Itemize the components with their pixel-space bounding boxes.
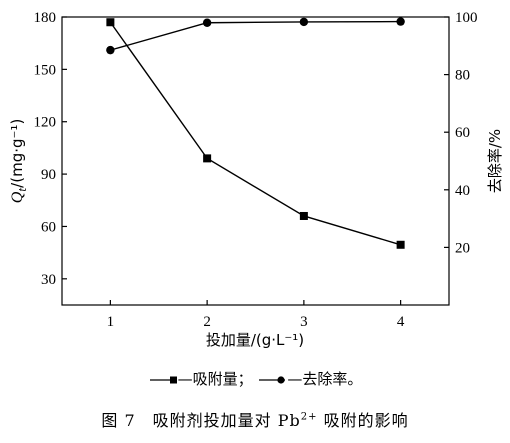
left-axis-title-sub: t: [18, 187, 29, 192]
series-layer: [106, 17, 405, 249]
left-tick-label: 30: [41, 272, 56, 288]
x-tick-label: 3: [300, 314, 308, 330]
series-line-removal: [110, 20, 401, 51]
series-line-adsorption: [109, 21, 401, 246]
legend-square-symbol: [149, 376, 177, 383]
left-tick-label: 90: [41, 167, 56, 183]
chart: 30 60 90 120 150 180 20 40 60 80 100 1 2 3 4 Qt/(mg·…: [8, 10, 504, 349]
x-tick-label: 2: [203, 314, 211, 330]
adsorption-point: [299, 211, 308, 220]
adsorption-point: [203, 154, 212, 163]
right-axis-title: 去除率/%: [486, 129, 504, 193]
x-axis-ticks: 1 2 3 4: [107, 300, 405, 330]
left-axis-title-var: Q: [9, 191, 26, 203]
adsorption-point: [396, 240, 405, 249]
left-axis-ticks: 30 60 90 120 150 180: [34, 10, 67, 288]
left-tick-label: 180: [34, 10, 57, 26]
right-tick-label: 80: [455, 68, 470, 84]
adsorption-point: [106, 18, 115, 27]
caption-prefix: 图 7 吸附剂投加量对 Pb: [101, 411, 301, 430]
left-tick-label: 150: [34, 62, 57, 78]
plot-frame: [61, 16, 450, 306]
removal-point: [106, 45, 115, 55]
right-tick-label: 40: [455, 183, 470, 199]
right-axis-ticks: 20 40 60 80 100: [444, 10, 478, 256]
right-tick-label: 20: [455, 240, 470, 256]
right-tick-label: 60: [455, 125, 470, 141]
x-axis-title: 投加量/(g·L⁻¹): [206, 331, 304, 349]
figure-caption: 图 7 吸附剂投加量对 Pb2+ 吸附的影响: [0, 407, 510, 431]
removal-point: [299, 17, 309, 27]
x-tick-label: 1: [107, 314, 115, 330]
caption-superscript: 2+: [300, 411, 318, 423]
legend: —吸附量； —去除率。: [0, 368, 510, 389]
legend-item-removal: —去除率。: [287, 370, 363, 388]
caption-suffix: 吸附的影响: [317, 411, 409, 430]
left-tick-label: 120: [34, 115, 57, 131]
legend-circle-symbol: [259, 375, 286, 384]
left-tick-label: 60: [41, 219, 56, 235]
x-tick-label: 4: [397, 314, 405, 330]
right-tick-label: 100: [455, 10, 478, 26]
left-axis-title-unit: /(mg·g⁻¹): [8, 119, 26, 188]
removal-point: [202, 18, 212, 27]
removal-point: [396, 17, 405, 26]
legend-item-adsorption: —吸附量；: [177, 370, 253, 388]
left-axis-title: Qt/(mg·g⁻¹): [8, 119, 29, 204]
